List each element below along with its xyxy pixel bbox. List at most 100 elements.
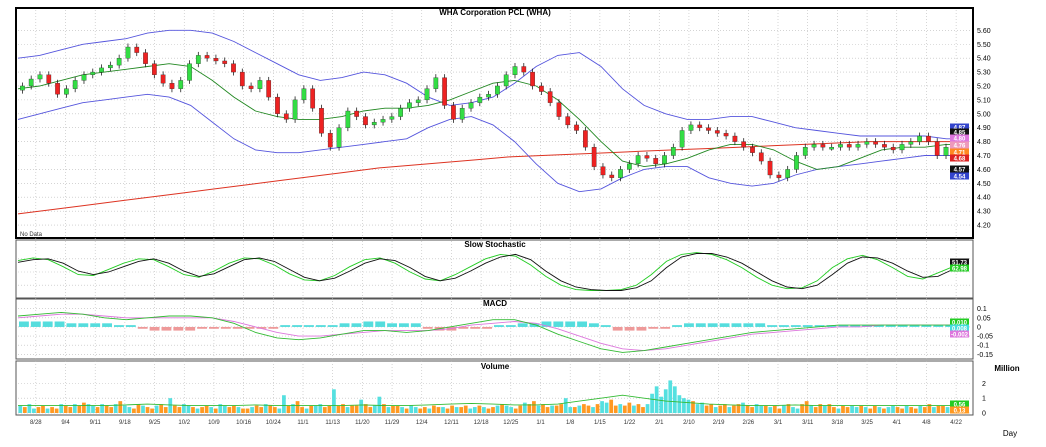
x-tick-label: 4/22 xyxy=(950,420,962,426)
volume-bar xyxy=(545,407,550,413)
volume-bar xyxy=(118,401,123,413)
volume-bar xyxy=(472,407,477,413)
stochastic-d-line xyxy=(17,252,969,291)
price-candle xyxy=(231,63,236,73)
gridlines xyxy=(18,10,972,414)
volume-bar xyxy=(41,405,45,413)
price-plot: 4.874.854.804.764.714.68 4.574.54 xyxy=(17,29,969,215)
volume-bar xyxy=(604,402,609,413)
macd-histogram-bar xyxy=(707,323,718,327)
volume-bar xyxy=(582,404,586,413)
volume-bar xyxy=(918,405,923,413)
x-tick-label: 12/11 xyxy=(444,420,459,426)
macd-histogram-bar xyxy=(197,326,207,329)
macd-tag-value: 0.008 xyxy=(952,326,968,332)
volume-bar xyxy=(763,405,768,413)
volume-bar xyxy=(254,405,259,413)
volume-unit-label: Million xyxy=(994,364,1019,373)
volume-bar xyxy=(800,404,804,413)
price-candle xyxy=(882,144,887,148)
price-candle xyxy=(547,91,553,103)
macd-histogram-bar xyxy=(648,326,659,329)
volume-bar xyxy=(36,407,41,413)
price-candle xyxy=(20,85,25,91)
price-candle xyxy=(178,80,184,89)
macd-tag-value: 0.010 xyxy=(952,320,968,326)
price-candle xyxy=(143,52,148,64)
price-candle xyxy=(714,130,720,134)
macd-histogram-bar xyxy=(149,326,160,331)
volume-bar xyxy=(341,404,345,413)
volume-bar xyxy=(913,408,918,413)
volume-bar xyxy=(541,404,545,413)
x-tick-label: 12/4 xyxy=(416,420,428,426)
macd-tag-box xyxy=(950,324,969,332)
price-candle xyxy=(407,102,412,109)
volume-ma-line xyxy=(18,394,968,407)
volume-bar xyxy=(491,407,495,413)
macd-histogram-bar xyxy=(66,323,77,327)
volume-bar xyxy=(382,404,386,413)
price-candle xyxy=(283,113,289,120)
volume-bar xyxy=(191,407,195,413)
volume-bar xyxy=(282,395,286,413)
price-candle xyxy=(644,155,650,159)
macd-histogram-bar xyxy=(268,326,279,329)
x-tick-label: 10/16 xyxy=(236,420,252,426)
macd-histogram-bar xyxy=(731,323,742,327)
macd-histogram-bar xyxy=(612,326,623,331)
price-candle xyxy=(934,141,940,156)
price-short-ma-line xyxy=(17,63,968,170)
volume-bar xyxy=(354,405,359,413)
volume-bar xyxy=(618,404,623,413)
volume-bar xyxy=(759,405,764,413)
price-candle xyxy=(257,80,263,89)
volume-bar xyxy=(59,404,64,413)
macd-histogram-bar xyxy=(470,326,481,329)
volume-bar xyxy=(713,407,718,413)
volume-bar xyxy=(513,408,518,413)
volume-bar xyxy=(804,401,809,413)
x-tick-label: 2/10 xyxy=(683,420,695,426)
price-y-tick-label: 5.40 xyxy=(977,56,991,63)
price-candle xyxy=(662,155,667,165)
macd-histogram-bar xyxy=(541,321,552,327)
price-candle xyxy=(187,63,192,81)
volume-bar xyxy=(768,407,773,413)
volume-bar xyxy=(372,405,377,413)
macd-histogram-bar xyxy=(814,325,825,327)
price-candle xyxy=(767,160,773,176)
macd-histogram-bar xyxy=(209,326,219,329)
x-tick-label: 10/24 xyxy=(266,420,282,426)
volume-bar xyxy=(613,405,618,413)
volume-bar xyxy=(832,407,836,413)
price-candle xyxy=(116,58,122,66)
macd-histogram-bar xyxy=(458,326,469,329)
macd-histogram-bar xyxy=(90,323,101,327)
volume-y-tick-label: 0 xyxy=(982,411,986,418)
volume-bar xyxy=(154,405,159,413)
macd-histogram-bar xyxy=(42,321,53,327)
volume-bar xyxy=(627,402,632,413)
volume-bar xyxy=(72,404,77,413)
volume-bar xyxy=(550,405,554,413)
volume-bar xyxy=(591,407,595,413)
price-candle xyxy=(433,77,439,89)
price-candle xyxy=(380,119,386,123)
volume-bar xyxy=(286,405,291,413)
volume-bar xyxy=(922,407,927,413)
price-tag-box xyxy=(950,123,969,131)
volume-bar xyxy=(518,405,523,413)
volume-bar xyxy=(222,405,227,413)
macd-histogram-bar xyxy=(292,325,302,327)
x-tick-label: 2/19 xyxy=(713,420,725,426)
volume-bar xyxy=(63,405,68,413)
x-tick-label: 10/2 xyxy=(178,420,190,426)
price-candle xyxy=(802,147,808,156)
volume-bar xyxy=(900,408,904,413)
price-candle xyxy=(160,74,166,84)
price-candle xyxy=(222,60,228,64)
macd-histogram-bar xyxy=(933,325,944,327)
macd-histogram-bar xyxy=(672,325,682,327)
